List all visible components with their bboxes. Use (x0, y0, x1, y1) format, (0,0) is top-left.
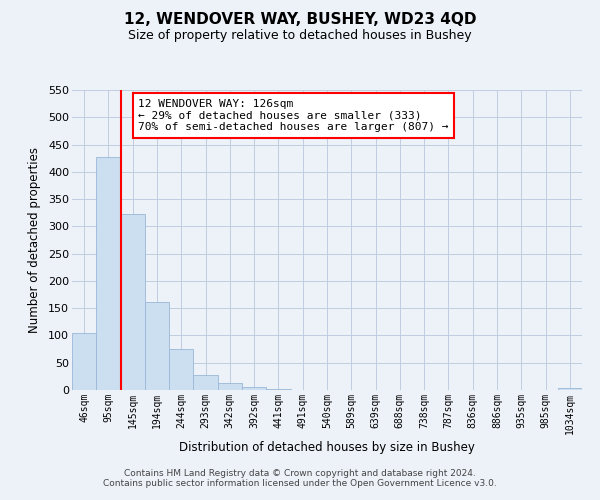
Bar (193, 376, 218, 390)
Text: Contains HM Land Registry data © Crown copyright and database right 2024.: Contains HM Land Registry data © Crown c… (124, 468, 476, 477)
Bar (266, 389, 290, 390)
Bar (121, 214, 145, 390)
Y-axis label: Number of detached properties: Number of detached properties (28, 147, 41, 333)
Bar (218, 383, 242, 390)
Text: 12, WENDOVER WAY, BUSHEY, WD23 4QD: 12, WENDOVER WAY, BUSHEY, WD23 4QD (124, 12, 476, 28)
Bar (242, 388, 266, 390)
Text: Size of property relative to detached houses in Bushey: Size of property relative to detached ho… (128, 29, 472, 42)
Bar (96, 156, 121, 390)
Bar (558, 388, 582, 390)
X-axis label: Distribution of detached houses by size in Bushey: Distribution of detached houses by size … (179, 441, 475, 454)
Bar (145, 302, 169, 390)
Text: Contains public sector information licensed under the Open Government Licence v3: Contains public sector information licen… (103, 478, 497, 488)
Bar (169, 349, 193, 390)
Text: 12 WENDOVER WAY: 126sqm
← 29% of detached houses are smaller (333)
70% of semi-d: 12 WENDOVER WAY: 126sqm ← 29% of detache… (139, 99, 449, 132)
Bar (72, 332, 96, 390)
